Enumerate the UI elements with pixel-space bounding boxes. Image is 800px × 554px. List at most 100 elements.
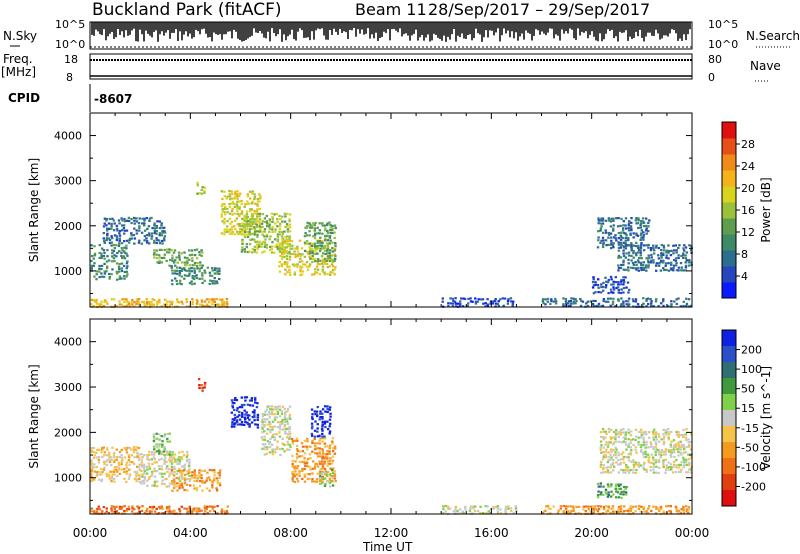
echo-cell: [642, 510, 646, 513]
echo-cell: [283, 262, 286, 265]
echo-cell: [169, 455, 172, 459]
echo-cell: [191, 476, 194, 479]
echo-cell: [187, 463, 191, 466]
echo-cell: [321, 420, 324, 423]
echo-cell: [223, 301, 226, 304]
echo-cell: [326, 410, 329, 414]
echo-cell: [281, 447, 284, 450]
echo-cell: [309, 457, 312, 460]
echo-cell: [622, 302, 625, 305]
echo-cell: [321, 416, 324, 419]
echo-cell: [606, 445, 610, 448]
echo-cell: [111, 237, 114, 240]
echo-cell: [171, 269, 174, 272]
echo-cell: [599, 505, 603, 508]
echo-cell: [205, 298, 209, 301]
echo-cell: [176, 300, 179, 303]
echo-cell: [667, 244, 670, 247]
echo-cell: [677, 444, 680, 447]
echo-cell: [645, 468, 648, 471]
echo-cell: [321, 232, 324, 235]
echo-cell: [632, 505, 635, 508]
echo-cell: [329, 226, 332, 229]
echo-cell: [105, 300, 108, 303]
echo-cell: [474, 300, 478, 303]
echo-cell: [270, 212, 274, 215]
echo-cell: [251, 192, 254, 195]
echo-cell: [288, 425, 291, 429]
echo-cell: [98, 303, 101, 306]
echo-cell: [647, 264, 650, 267]
echo-cell: [152, 505, 156, 509]
echo-cell: [296, 480, 300, 483]
echo-cell: [240, 210, 244, 213]
echo-cell: [599, 241, 602, 244]
echo-cell: [649, 461, 652, 464]
echo-cell: [622, 469, 625, 472]
echo-cell: [191, 300, 194, 304]
echo-cell: [168, 482, 172, 485]
echo-cell: [592, 507, 595, 510]
echo-cell: [256, 212, 259, 215]
echo-cell: [228, 189, 231, 193]
echo-cell: [326, 231, 330, 234]
echo-cell: [619, 256, 623, 259]
echo-cell: [654, 441, 657, 444]
echo-cell: [554, 297, 557, 301]
echo-cell: [115, 262, 119, 265]
echo-cell: [665, 251, 668, 254]
echo-cell: [171, 482, 174, 485]
echo-cell: [665, 256, 668, 259]
echo-cell: [614, 453, 617, 456]
echo-cell: [617, 431, 621, 434]
echo-cell: [682, 304, 685, 308]
echo-cell: [320, 460, 324, 463]
echo-cell: [637, 249, 641, 252]
echo-cell: [120, 463, 123, 466]
echo-cell: [670, 303, 673, 306]
echo-cell: [605, 510, 608, 513]
echo-cell: [108, 455, 111, 459]
echo-cell: [329, 258, 332, 261]
echo-cell: [254, 222, 257, 226]
colorbar-tick-label: 16: [741, 204, 755, 217]
echo-cell: [308, 230, 311, 233]
echo-cell: [333, 470, 336, 473]
echo-cell: [658, 435, 661, 438]
echo-cell: [481, 298, 485, 301]
echo-cell: [243, 248, 246, 251]
echo-cell: [614, 276, 617, 279]
echo-cell: [607, 243, 610, 246]
echo-cell: [334, 241, 337, 245]
echo-cell: [655, 505, 658, 509]
echo-cell: [249, 225, 252, 228]
echo-cell: [466, 304, 469, 307]
echo-cell: [198, 270, 201, 273]
echo-cell: [454, 305, 458, 308]
echo-cell: [158, 452, 161, 455]
echo-cell: [160, 224, 163, 227]
echo-cell: [209, 279, 212, 282]
echo-cell: [188, 507, 191, 510]
echo-cell: [178, 485, 181, 488]
echo-cell: [145, 305, 148, 308]
echo-cell: [133, 216, 136, 219]
echo-cell: [137, 241, 141, 244]
echo-cell: [552, 300, 556, 303]
echo-cell: [506, 302, 510, 305]
echo-cell: [176, 272, 179, 275]
echo-cell: [611, 300, 615, 303]
echo-cell: [106, 255, 109, 258]
echo-cell: [251, 404, 255, 407]
echo-cell: [685, 302, 689, 305]
echo-cell: [642, 266, 645, 269]
echo-cell: [105, 217, 108, 221]
echo-cell: [323, 471, 326, 474]
echo-cell: [156, 220, 159, 223]
echo-cell: [100, 255, 103, 258]
echo-cell: [296, 265, 299, 268]
echo-cell: [125, 267, 128, 270]
echo-cell: [113, 455, 116, 459]
echo-cell: [299, 254, 302, 258]
